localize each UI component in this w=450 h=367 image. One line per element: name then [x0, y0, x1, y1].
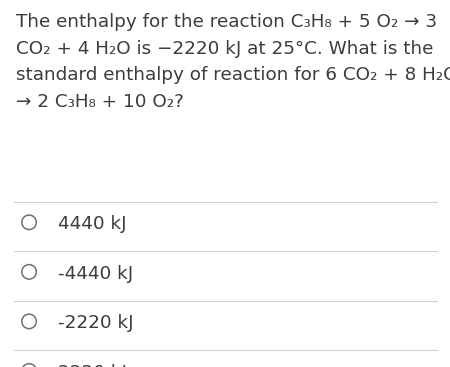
Text: CO₂ + 4 H₂O is −2220 kJ at 25°C. What is the: CO₂ + 4 H₂O is −2220 kJ at 25°C. What is…	[16, 40, 433, 58]
Text: The enthalpy for the reaction C₃H₈ + 5 O₂ → 3: The enthalpy for the reaction C₃H₈ + 5 O…	[16, 13, 437, 31]
Text: -4440 kJ: -4440 kJ	[58, 265, 134, 283]
Text: 2220 kJ: 2220 kJ	[58, 364, 127, 367]
Text: → 2 C₃H₈ + 10 O₂?: → 2 C₃H₈ + 10 O₂?	[16, 93, 184, 111]
Text: -2220 kJ: -2220 kJ	[58, 315, 134, 333]
Text: 4440 kJ: 4440 kJ	[58, 215, 127, 233]
Text: standard enthalpy of reaction for 6 CO₂ + 8 H₂O: standard enthalpy of reaction for 6 CO₂ …	[16, 66, 450, 84]
